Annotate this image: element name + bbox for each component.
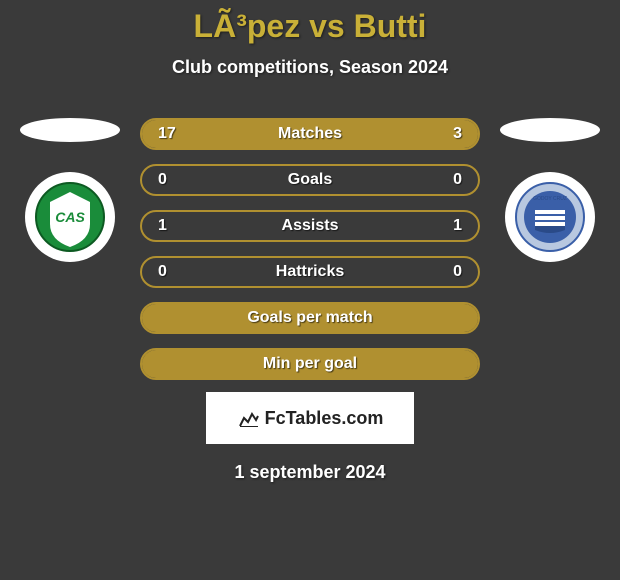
branding-text: FcTables.com <box>265 408 384 429</box>
branding-badge[interactable]: FcTables.com <box>206 392 414 444</box>
stat-right-value: 0 <box>442 263 462 281</box>
stat-row: 17 Matches 3 <box>140 118 480 150</box>
chart-icon <box>237 406 261 430</box>
stat-row: Min per goal <box>140 348 480 380</box>
team1-column: CAS <box>20 118 120 262</box>
team1-crest-icon: CAS <box>35 182 105 252</box>
stat-label: Assists <box>282 217 339 235</box>
player2-ellipse <box>500 118 600 142</box>
stat-left-value: 0 <box>158 263 178 281</box>
stat-right-value: 0 <box>442 171 462 189</box>
team2-crest-icon: GODOY CRUZ <box>515 182 585 252</box>
stat-label: Hattricks <box>276 263 344 281</box>
svg-text:CAS: CAS <box>55 209 85 225</box>
stat-left-value: 1 <box>158 217 178 235</box>
team2-column: GODOY CRUZ <box>500 118 600 262</box>
stat-row: 0 Goals 0 <box>140 164 480 196</box>
date-label: 1 september 2024 <box>0 462 620 483</box>
player1-ellipse <box>20 118 120 142</box>
page-title: LÃ³pez vs Butti <box>0 8 620 45</box>
stat-left-value: 0 <box>158 171 178 189</box>
stat-label: Matches <box>278 125 342 143</box>
stat-label: Goals per match <box>247 309 372 327</box>
main-area: CAS 17 Matches 3 0 Goals 0 1 Assists 1 0 Hattricks… <box>0 118 620 380</box>
stat-row: 1 Assists 1 <box>140 210 480 242</box>
team2-badge: GODOY CRUZ <box>505 172 595 262</box>
subtitle: Club competitions, Season 2024 <box>0 57 620 78</box>
comparison-card: LÃ³pez vs Butti Club competitions, Seaso… <box>0 0 620 483</box>
stat-label: Min per goal <box>263 355 357 373</box>
team1-badge: CAS <box>25 172 115 262</box>
stat-row: Goals per match <box>140 302 480 334</box>
stat-right-value: 3 <box>442 125 462 143</box>
stat-row: 0 Hattricks 0 <box>140 256 480 288</box>
stat-left-value: 17 <box>158 125 178 143</box>
stat-label: Goals <box>288 171 332 189</box>
stat-right-value: 1 <box>442 217 462 235</box>
stats-column: 17 Matches 3 0 Goals 0 1 Assists 1 0 Hattricks 0 Goa… <box>140 118 480 380</box>
svg-text:GODOY CRUZ: GODOY CRUZ <box>533 196 567 202</box>
